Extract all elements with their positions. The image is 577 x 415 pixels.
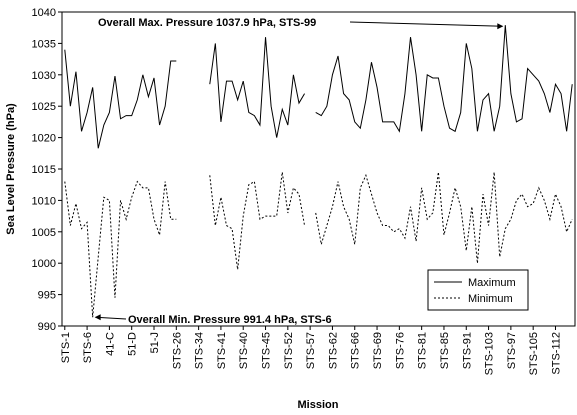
x-tick-label: STS-112 <box>550 332 562 375</box>
annotation: Overall Max. Pressure 1037.9 hPa, STS-99 <box>98 17 316 29</box>
x-tick-label: STS-103 <box>484 332 496 375</box>
legend-box <box>427 269 529 311</box>
y-tick-label: 1035 <box>32 38 56 50</box>
annotation: Overall Min. Pressure 991.4 hPa, STS-6 <box>128 314 332 326</box>
x-tick-label: STS-85 <box>439 332 451 369</box>
legend-label: Minimum <box>468 293 513 305</box>
annotation-arrow <box>349 21 503 27</box>
x-axis-title: Mission <box>298 399 339 411</box>
x-tick-label: STS-41 <box>216 332 228 369</box>
x-tick-label: STS-26 <box>171 332 183 369</box>
x-tick-label: 51-D <box>127 332 139 356</box>
annotation-arrow <box>95 316 127 320</box>
arrow-head <box>497 23 504 30</box>
x-tick-label: STS-105 <box>528 332 540 375</box>
y-tick-label: 1030 <box>32 70 56 82</box>
x-tick-label: STS-62 <box>327 332 339 369</box>
x-tick-label: STS-76 <box>394 332 406 369</box>
series-line <box>64 25 573 149</box>
y-tick-label: 1010 <box>32 195 56 207</box>
x-tick-label: 41-C <box>104 332 116 356</box>
x-tick-label: STS-69 <box>372 332 384 369</box>
x-tick-label: STS-52 <box>283 332 295 369</box>
x-tick-label: STS-91 <box>461 332 473 369</box>
y-tick-label: 1000 <box>32 258 56 270</box>
arrow-head <box>94 314 101 321</box>
y-tick-label: 1040 <box>32 7 56 19</box>
y-tick-label: 990 <box>38 321 56 333</box>
x-tick-label: STS-66 <box>350 332 362 369</box>
legend-label: Maximum <box>468 277 516 289</box>
x-tick-label: STS-45 <box>261 332 273 369</box>
y-tick-label: 1020 <box>32 133 56 145</box>
y-tick-label: 1025 <box>32 101 56 113</box>
y-tick-label: 1005 <box>32 227 56 239</box>
x-tick-label: STS-57 <box>305 332 317 369</box>
x-tick-label: STS-1 <box>60 332 72 363</box>
x-tick-label: STS-40 <box>238 332 250 369</box>
x-tick-label: STS-6 <box>82 332 94 363</box>
y-tick-label: 1015 <box>32 164 56 176</box>
series-line <box>64 172 573 318</box>
x-tick-label: STS-34 <box>194 332 206 369</box>
x-tick-label: STS-81 <box>417 332 429 369</box>
y-axis-title: Sea Level Pressure (hPa) <box>5 103 17 235</box>
y-tick-label: 995 <box>38 290 56 302</box>
x-tick-label: 51-J <box>149 332 161 353</box>
x-tick-label: STS-97 <box>506 332 518 369</box>
